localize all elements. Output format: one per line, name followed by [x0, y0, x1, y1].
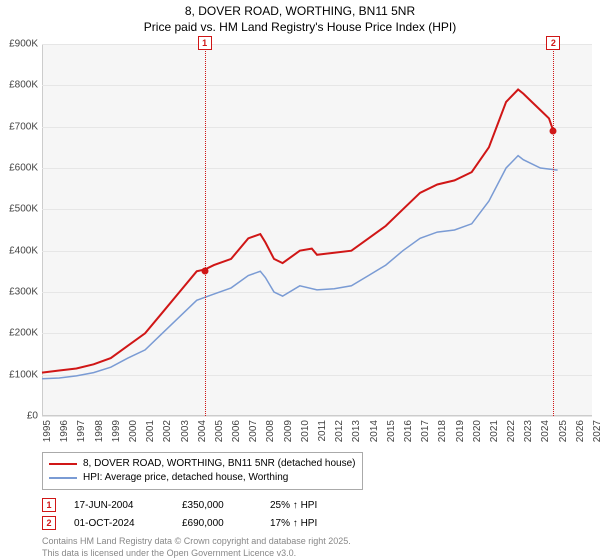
attribution: Contains HM Land Registry data © Crown c… [42, 536, 592, 559]
y-tick-label: £700K [9, 121, 38, 132]
x-tick-label: 2000 [128, 420, 139, 442]
x-tick-label: 2011 [317, 420, 328, 442]
x-tick-label: 2022 [506, 420, 517, 442]
x-tick-label: 2023 [523, 420, 534, 442]
sale-dot [201, 268, 208, 275]
y-tick-label: £100K [9, 369, 38, 380]
y-tick-label: £900K [9, 39, 38, 50]
series-line-price_paid [42, 90, 553, 373]
x-tick-label: 2005 [214, 420, 225, 442]
x-tick-label: 2026 [575, 420, 586, 442]
sales-marker-box: 1 [42, 498, 56, 512]
x-tick-label: 2001 [145, 420, 156, 442]
x-tick-label: 2015 [386, 420, 397, 442]
y-tick-label: £400K [9, 245, 38, 256]
legend-swatch [49, 477, 77, 479]
sale-price: £690,000 [182, 518, 252, 529]
title-line2: Price paid vs. HM Land Registry's House … [0, 20, 600, 36]
sale-marker-vline [553, 44, 554, 416]
x-tick-label: 2027 [592, 420, 600, 442]
sale-date: 01-OCT-2024 [74, 518, 164, 529]
x-tick-label: 1996 [59, 420, 70, 442]
x-tick-label: 2014 [369, 420, 380, 442]
x-tick-label: 2021 [489, 420, 500, 442]
sale-dot [550, 127, 557, 134]
y-tick-label: £500K [9, 204, 38, 215]
legend-row: HPI: Average price, detached house, Wort… [49, 471, 356, 485]
sale-delta: 17% ↑ HPI [270, 518, 317, 529]
x-tick-label: 2013 [351, 420, 362, 442]
legend-box: 8, DOVER ROAD, WORTHING, BN11 5NR (detac… [42, 452, 363, 490]
sales-marker-box: 2 [42, 516, 56, 530]
y-tick-label: £0 [27, 411, 38, 422]
x-tick-label: 1997 [76, 420, 87, 442]
sales-row: 1 17-JUN-2004 £350,000 25% ↑ HPI [42, 496, 592, 514]
x-tick-label: 1998 [94, 420, 105, 442]
x-tick-label: 2007 [248, 420, 259, 442]
series-line-hpi [42, 156, 558, 379]
chart-lines-svg [42, 44, 592, 416]
x-tick-label: 2003 [180, 420, 191, 442]
x-tick-label: 1999 [111, 420, 122, 442]
x-tick-label: 2016 [403, 420, 414, 442]
attribution-line1: Contains HM Land Registry data © Crown c… [42, 536, 592, 548]
x-tick-label: 2008 [265, 420, 276, 442]
x-tick-label: 1995 [42, 420, 53, 442]
y-tick-label: £800K [9, 80, 38, 91]
x-tick-label: 2018 [437, 420, 448, 442]
x-tick-label: 2020 [472, 420, 483, 442]
x-tick-label: 2019 [455, 420, 466, 442]
x-tick-label: 2002 [162, 420, 173, 442]
legend-area: 8, DOVER ROAD, WORTHING, BN11 5NR (detac… [42, 452, 592, 559]
sales-row: 2 01-OCT-2024 £690,000 17% ↑ HPI [42, 514, 592, 532]
legend-row: 8, DOVER ROAD, WORTHING, BN11 5NR (detac… [49, 457, 356, 471]
attribution-line2: This data is licensed under the Open Gov… [42, 548, 592, 560]
sale-marker-vline [205, 44, 206, 416]
sale-delta: 25% ↑ HPI [270, 500, 317, 511]
y-tick-label: £600K [9, 163, 38, 174]
x-tick-label: 2012 [334, 420, 345, 442]
sale-date: 17-JUN-2004 [74, 500, 164, 511]
x-tick-label: 2009 [283, 420, 294, 442]
sale-marker-box: 1 [198, 36, 212, 50]
legend-swatch [49, 463, 77, 465]
y-tick-label: £300K [9, 287, 38, 298]
sales-table: 1 17-JUN-2004 £350,000 25% ↑ HPI 2 01-OC… [42, 496, 592, 532]
chart-plot-area: 12 £0£100K£200K£300K£400K£500K£600K£700K… [42, 44, 592, 416]
x-tick-label: 2004 [197, 420, 208, 442]
x-tick-label: 2017 [420, 420, 431, 442]
sale-marker-box: 2 [546, 36, 560, 50]
legend-label: 8, DOVER ROAD, WORTHING, BN11 5NR (detac… [83, 457, 356, 471]
sale-price: £350,000 [182, 500, 252, 511]
x-tick-label: 2010 [300, 420, 311, 442]
x-tick-label: 2006 [231, 420, 242, 442]
title-line1: 8, DOVER ROAD, WORTHING, BN11 5NR [0, 4, 600, 20]
x-tick-label: 2024 [540, 420, 551, 442]
legend-label: HPI: Average price, detached house, Wort… [83, 471, 288, 485]
y-tick-label: £200K [9, 328, 38, 339]
x-tick-label: 2025 [558, 420, 569, 442]
chart-title: 8, DOVER ROAD, WORTHING, BN11 5NR Price … [0, 0, 600, 35]
